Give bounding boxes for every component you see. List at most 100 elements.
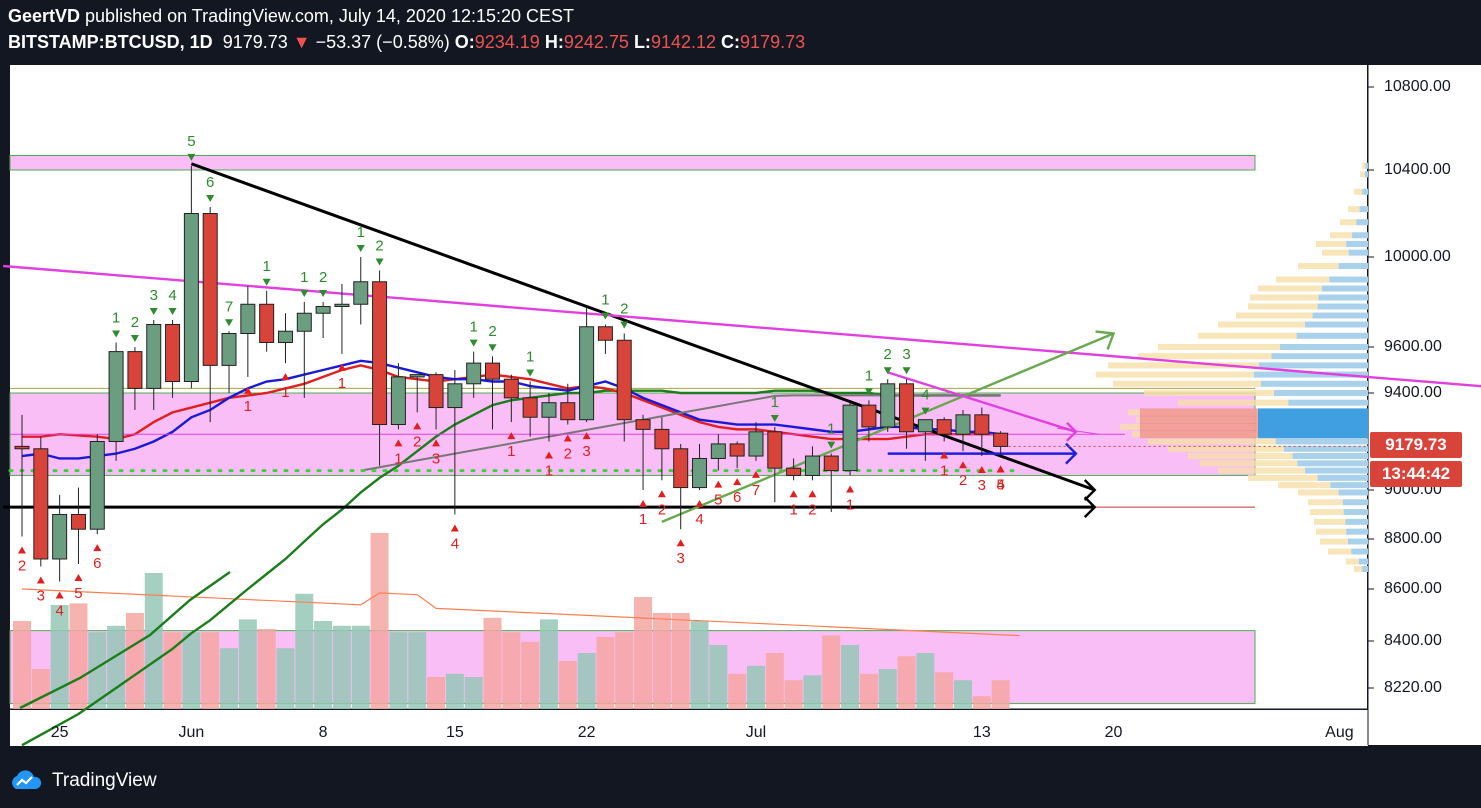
candle-body xyxy=(748,431,764,457)
sell-setup-marker xyxy=(977,466,986,474)
setup-count-label: 1 xyxy=(940,463,948,480)
candle-body xyxy=(955,414,971,435)
volume-bar xyxy=(671,613,690,709)
volume-profile-down xyxy=(1250,294,1319,301)
symbol-label[interactable]: BITSTAMP:BTCUSD, 1D xyxy=(8,32,213,52)
volume-profile-up xyxy=(1346,240,1368,247)
candle-body xyxy=(692,457,708,489)
setup-count-label: 1 xyxy=(470,319,478,336)
price-axis[interactable] xyxy=(1368,65,1481,745)
candle-body xyxy=(541,402,557,418)
setup-count-label: 5 xyxy=(187,133,195,150)
sell-setup-marker xyxy=(55,591,64,599)
time-tick-label: 8 xyxy=(318,724,328,741)
setup-count-label: 6 xyxy=(733,489,741,506)
volume-bar xyxy=(859,673,878,709)
candle-body xyxy=(936,419,952,435)
author-name[interactable]: GeertVD xyxy=(8,6,81,26)
volume-profile-down xyxy=(1322,249,1349,256)
setup-count-label: 7 xyxy=(752,482,760,499)
volume-profile-up xyxy=(1284,445,1368,452)
price-tick-label: 8400.00 xyxy=(1384,632,1442,649)
ma-green-lower-line xyxy=(19,571,231,710)
setup-count-label: 3 xyxy=(150,287,158,304)
setup-count-label: 1 xyxy=(789,501,797,518)
volume-profile-up xyxy=(1305,467,1368,474)
buy-setup-marker xyxy=(883,367,892,375)
buy-setup-marker xyxy=(262,278,271,286)
volume-bar xyxy=(408,632,427,709)
sell-setup-marker xyxy=(74,574,83,581)
chart-pane[interactable] xyxy=(10,65,1367,709)
volume-profile-poc-sell xyxy=(1140,408,1258,417)
volume-profile-up xyxy=(1271,353,1368,360)
time-tick-label: 22 xyxy=(577,724,596,741)
setup-count-label: 2 xyxy=(131,314,139,331)
last-price-tag: 9179.73 xyxy=(1370,432,1462,458)
sell-setup-marker xyxy=(846,485,855,493)
volume-bar xyxy=(558,661,577,709)
ascending-arrowhead xyxy=(1095,330,1116,350)
volume-profile-down xyxy=(1308,499,1343,506)
setup-count-label: 2 xyxy=(488,323,496,340)
setup-count-label: 3 xyxy=(978,477,986,494)
setup-count-label: 5 xyxy=(74,585,82,602)
volume-profile-up xyxy=(1329,276,1368,283)
volume-profile-down xyxy=(1200,460,1298,467)
volume-profile-down xyxy=(1218,321,1305,328)
low-label: L: xyxy=(633,32,651,52)
volume-profile-down xyxy=(1258,285,1322,292)
sell-setup-marker xyxy=(507,432,516,440)
volume-bar xyxy=(916,653,935,709)
setup-count-label: 7 xyxy=(225,298,233,315)
buy-setup-marker xyxy=(921,407,930,415)
tradingview-logo[interactable]: TradingView xyxy=(8,766,157,796)
setup-count-label: 4 xyxy=(451,536,459,553)
setup-count-label: 3 xyxy=(902,346,910,363)
volume-profile-up xyxy=(1359,206,1368,213)
volume-bar xyxy=(596,637,615,709)
setup-count-label: 1 xyxy=(526,349,534,366)
sell-setup-marker xyxy=(808,490,817,498)
volume-bar xyxy=(201,632,220,709)
support-arrowhead xyxy=(1083,496,1097,518)
sell-setup-marker xyxy=(695,500,704,507)
sell-setup-marker xyxy=(582,432,591,440)
candle-body xyxy=(597,326,613,341)
candle-body xyxy=(503,378,519,399)
buy-setup-marker xyxy=(864,388,873,396)
blue-arrowhead xyxy=(1065,442,1078,465)
volume-profile-down xyxy=(1362,162,1366,169)
setup-count-label: 6 xyxy=(93,555,101,572)
setup-count-label: 5 xyxy=(714,492,722,509)
volume-profile-down xyxy=(1354,566,1363,572)
volume-profile-up xyxy=(1352,232,1368,239)
time-axis[interactable] xyxy=(10,710,1368,746)
volume-bar xyxy=(427,677,446,709)
time-tick-label: 25 xyxy=(50,724,69,741)
candle-body xyxy=(165,324,181,382)
candle-body xyxy=(240,303,256,334)
candle-body xyxy=(466,362,482,385)
volume-bar xyxy=(144,573,163,709)
price-tick-label: 9400.00 xyxy=(1384,384,1442,401)
setup-count-label: 2 xyxy=(319,269,327,286)
candle-body xyxy=(729,443,745,457)
volume-profile-up xyxy=(1351,548,1368,555)
candle-body xyxy=(202,213,218,366)
volume-bar xyxy=(238,619,257,709)
buy-setup-marker xyxy=(130,335,139,342)
candle-body xyxy=(14,445,30,450)
sell-setup-marker xyxy=(281,373,290,381)
volume-profile-up xyxy=(1362,566,1368,572)
buy-setup-marker xyxy=(149,308,158,315)
time-tick-label: Aug xyxy=(1325,724,1354,741)
sell-setup-marker xyxy=(93,544,102,552)
volume-profile-up xyxy=(1317,474,1368,481)
volume-profile-down xyxy=(1248,303,1318,310)
setup-count-label: 1 xyxy=(281,384,289,401)
candle-body xyxy=(579,326,595,421)
setup-count-label: 1 xyxy=(262,258,270,275)
tradingview-cloud-icon xyxy=(12,770,42,789)
